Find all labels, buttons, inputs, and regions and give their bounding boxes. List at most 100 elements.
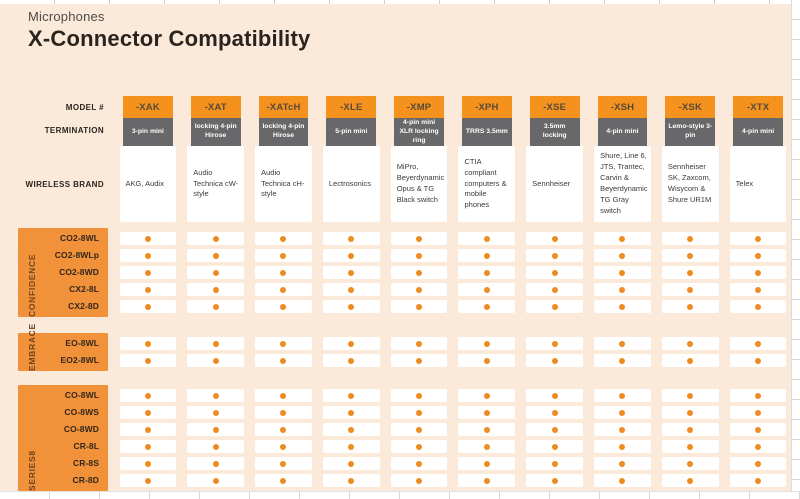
compat-dot-icon [144, 252, 151, 259]
compat-dot-icon [348, 286, 355, 293]
compat-dot-icon [280, 392, 287, 399]
compat-cell [187, 283, 245, 296]
compat-cell [390, 266, 448, 279]
compat-cell [187, 423, 245, 436]
compat-dot-icon [144, 409, 151, 416]
compat-cell [526, 300, 584, 313]
compat-dot-icon [551, 286, 558, 293]
compat-dot-icon [348, 357, 355, 364]
compat-dot-icon [551, 357, 558, 364]
spreadsheet-edge-top [0, 0, 800, 4]
mic-model-label: CO-8WS [64, 407, 99, 417]
compat-cell [594, 283, 651, 296]
compat-dot-icon [755, 477, 762, 484]
brand-cells: AKG, Audix Audio Technica cW-style Audio… [114, 146, 792, 222]
compat-dot-icon [144, 477, 151, 484]
compat-dot-icon [483, 269, 490, 276]
compat-dot-icon [280, 357, 287, 364]
compat-cell [729, 423, 787, 436]
group-embrace-label: EMBRACE [27, 323, 37, 371]
compat-dot-icon [483, 357, 490, 364]
brand-xle: Lectrosonics [322, 146, 380, 222]
compat-cell [526, 354, 584, 367]
mic-model-label: CR-8L [73, 441, 99, 451]
mic-model-label: EO2-8WL [60, 355, 99, 365]
termination-xle: 5-pin mini [326, 118, 377, 147]
model-box-xle: -XLE [326, 96, 377, 118]
compat-cell [255, 457, 312, 470]
compat-row [114, 474, 792, 487]
compat-dot-icon [212, 392, 219, 399]
brand-xat: Audio Technica cW-style [187, 146, 245, 222]
compat-cell [390, 283, 448, 296]
compat-dot-icon [280, 252, 287, 259]
compat-row [114, 249, 792, 262]
group-series8: SERIES8 CO-8WL CO-8WS CO-8WD CR-8L CR-8S… [0, 385, 792, 491]
compat-dot-icon [551, 409, 558, 416]
compatibility-matrix: MODEL # -XAK -XAT -XATcH -XLE -XMP -XPH … [0, 96, 792, 222]
compat-cell [119, 249, 177, 262]
compat-cell [119, 406, 177, 419]
compat-cell [390, 232, 448, 245]
compat-dot-icon [687, 340, 694, 347]
compat-dot-icon [144, 460, 151, 467]
compat-cell [390, 249, 448, 262]
compat-cell [729, 249, 787, 262]
compat-dot-icon [687, 460, 694, 467]
compat-dot-icon [483, 252, 490, 259]
compat-row [114, 423, 792, 436]
termination-xat: locking 4-pin Hirose [190, 118, 241, 147]
compat-dot-icon [755, 426, 762, 433]
compat-cell [661, 300, 719, 313]
compat-dot-icon [619, 252, 626, 259]
compat-dot-icon [619, 303, 626, 310]
compat-cell [594, 389, 651, 402]
brand-xmp: MiPro, Beyerdynamic Opus & TG Black swit… [390, 146, 448, 222]
compat-dot-icon [144, 443, 151, 450]
compat-cell [526, 406, 584, 419]
compat-cell [458, 474, 516, 487]
compat-dot-icon [212, 235, 219, 242]
compat-cell [187, 474, 245, 487]
spreadsheet-edge-right [791, 0, 800, 499]
compat-dot-icon [551, 460, 558, 467]
compat-row [114, 337, 792, 350]
compat-dot-icon [483, 477, 490, 484]
compat-cell [661, 440, 719, 453]
compat-dot-icon [144, 426, 151, 433]
compat-dot-icon [755, 460, 762, 467]
category-label: Microphones [28, 9, 105, 24]
compat-dot-icon [280, 443, 287, 450]
compat-dot-icon [416, 409, 423, 416]
compat-dot-icon [551, 252, 558, 259]
page-title: X-Connector Compatibility [28, 26, 311, 51]
compat-dot-icon [348, 252, 355, 259]
brand-xtx: Telex [729, 146, 787, 222]
compat-dot-icon [755, 357, 762, 364]
mic-model-label: CO2-8WD [59, 267, 99, 277]
compat-cell [119, 474, 177, 487]
termination-xsk: Lemo-style 3-pin [665, 118, 716, 147]
compat-row [114, 266, 792, 279]
compat-cell [187, 300, 245, 313]
compat-dot-icon [212, 357, 219, 364]
termination-row: TERMINATION 3-pin mini locking 4-pin Hir… [0, 118, 792, 147]
compat-cell [390, 440, 448, 453]
compat-dot-icon [687, 235, 694, 242]
mic-model-label: CX2-8L [69, 284, 99, 294]
compat-dot-icon [483, 340, 490, 347]
brand-xph: CTIA compliant computers & mobile phones [458, 146, 516, 222]
compat-cell [458, 389, 516, 402]
compat-cell [526, 266, 584, 279]
compat-dot-icon [687, 357, 694, 364]
compat-cell [729, 389, 787, 402]
compat-cell [255, 283, 312, 296]
wireless-brand-row: WIRELESS BRAND AKG, Audix Audio Technica… [0, 146, 792, 222]
compat-cell [594, 266, 651, 279]
compat-cell [187, 249, 245, 262]
compat-cell [594, 249, 651, 262]
model-row-header: MODEL # [65, 102, 104, 112]
model-box-xtx: -XTX [733, 96, 783, 118]
compat-dot-icon [144, 357, 151, 364]
compat-cell [390, 389, 448, 402]
